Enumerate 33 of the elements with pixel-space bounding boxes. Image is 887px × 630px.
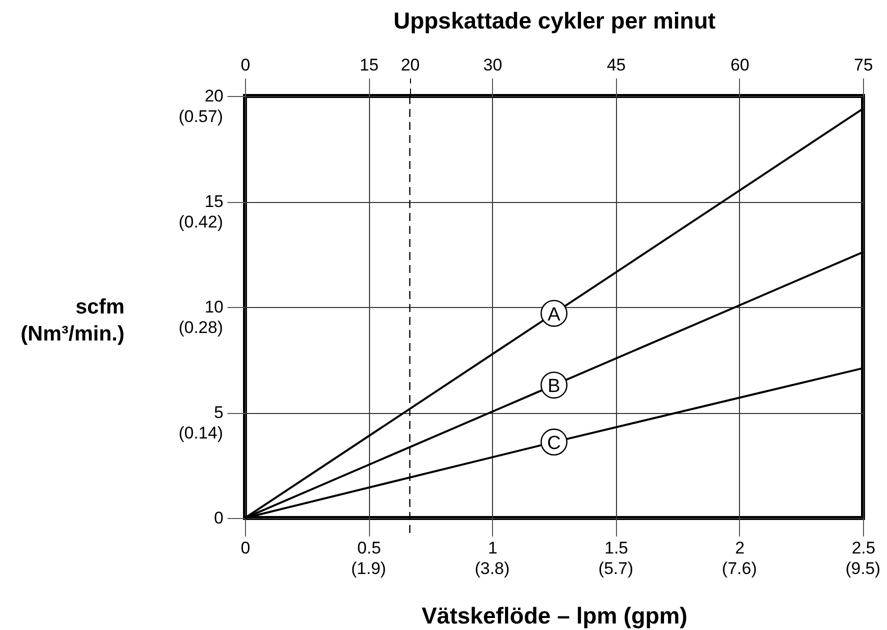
x-tick-label: 2.5	[852, 538, 876, 558]
y-tick-label: 10	[204, 298, 224, 316]
series-label: A	[548, 304, 561, 326]
x-tick-label: 1	[488, 538, 498, 558]
text: (0.42)	[178, 212, 223, 232]
series-label: C	[547, 433, 561, 454]
series-label: B	[548, 376, 560, 398]
x2-tick-label: 60	[730, 56, 750, 74]
x2-tick-label: 15	[360, 56, 379, 74]
text: (3.8)	[474, 559, 510, 578]
x2-tick-label: 0	[240, 56, 250, 74]
text: (0.28)	[178, 318, 223, 337]
x-axis-title: Vätskeflöde – lpm (gpm)	[422, 602, 688, 628]
y-tick-label: 20	[204, 86, 224, 106]
y-tick-label: 15	[204, 192, 224, 211]
x2-tick-label: 20	[400, 56, 420, 74]
x2-tick-label: 75	[854, 56, 873, 74]
x-tick-label: 1.5	[604, 538, 628, 558]
x-tick-label: 0	[240, 538, 250, 558]
text: (0.14)	[178, 424, 223, 442]
x2-axis-title: Uppskattade cykler per minut	[393, 8, 716, 34]
x2-tick-label: 30	[483, 56, 502, 74]
text: (1.9)	[351, 559, 386, 578]
y-tick-label: 5	[214, 403, 224, 422]
x-tick-label: 0.5	[357, 538, 381, 558]
y-tick-label: 0	[214, 508, 224, 528]
x-tick-label: 2	[735, 538, 745, 558]
text: (7.6)	[722, 559, 757, 578]
x2-tick-label: 45	[606, 56, 626, 74]
text: (0.57)	[178, 107, 223, 126]
y-axis-title: scfm (Nm³/min.)	[20, 296, 124, 346]
text: (9.5)	[846, 559, 880, 578]
text: (5.7)	[598, 559, 634, 578]
